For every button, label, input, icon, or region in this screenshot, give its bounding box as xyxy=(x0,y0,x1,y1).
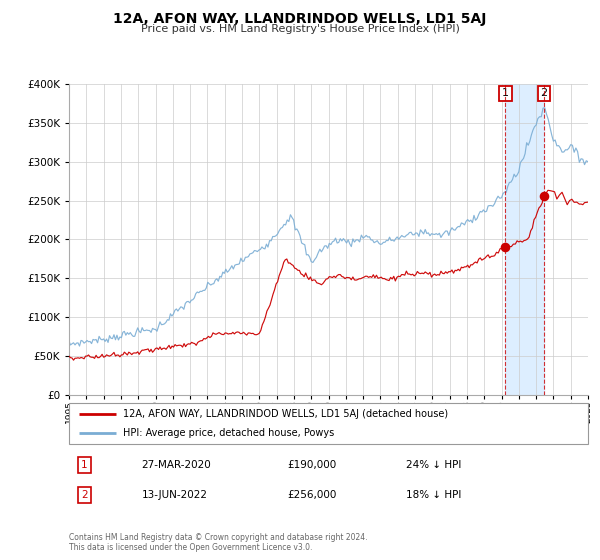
Text: 18% ↓ HPI: 18% ↓ HPI xyxy=(406,490,462,500)
Text: 2: 2 xyxy=(81,490,88,500)
Bar xyxy=(505,84,544,395)
Text: £256,000: £256,000 xyxy=(287,490,337,500)
Text: This data is licensed under the Open Government Licence v3.0.: This data is licensed under the Open Gov… xyxy=(69,543,313,552)
Text: Contains HM Land Registry data © Crown copyright and database right 2024.: Contains HM Land Registry data © Crown c… xyxy=(69,533,367,542)
Point xyxy=(539,192,548,200)
Point xyxy=(500,242,510,251)
Text: £190,000: £190,000 xyxy=(287,460,336,470)
Text: 12A, AFON WAY, LLANDRINDOD WELLS, LD1 5AJ (detached house): 12A, AFON WAY, LLANDRINDOD WELLS, LD1 5A… xyxy=(124,409,449,419)
Text: 1: 1 xyxy=(81,460,88,470)
Text: HPI: Average price, detached house, Powys: HPI: Average price, detached house, Powy… xyxy=(124,428,335,437)
Text: Price paid vs. HM Land Registry's House Price Index (HPI): Price paid vs. HM Land Registry's House … xyxy=(140,24,460,34)
Text: 2: 2 xyxy=(541,88,547,99)
Text: 12A, AFON WAY, LLANDRINDOD WELLS, LD1 5AJ: 12A, AFON WAY, LLANDRINDOD WELLS, LD1 5A… xyxy=(113,12,487,26)
Text: 13-JUN-2022: 13-JUN-2022 xyxy=(142,490,208,500)
Text: 27-MAR-2020: 27-MAR-2020 xyxy=(142,460,211,470)
Text: 1: 1 xyxy=(502,88,509,99)
Text: 24% ↓ HPI: 24% ↓ HPI xyxy=(406,460,462,470)
